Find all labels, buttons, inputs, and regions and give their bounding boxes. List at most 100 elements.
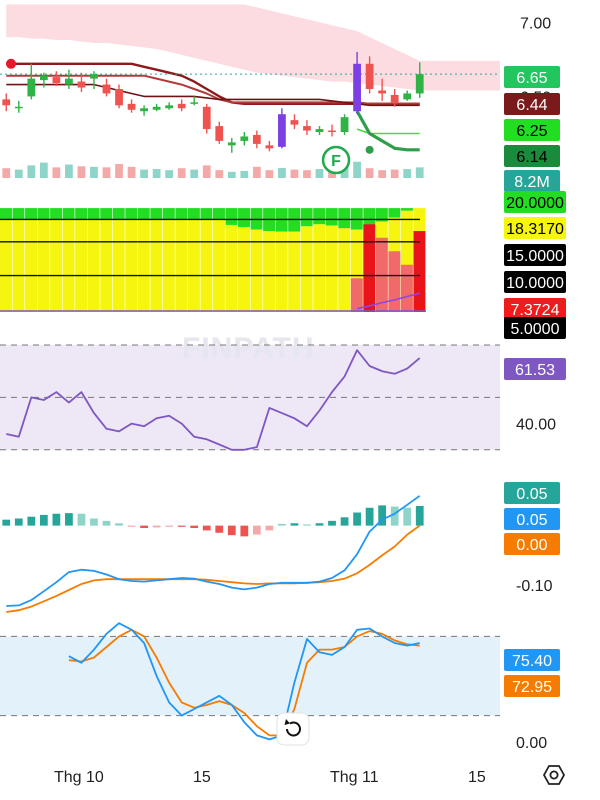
band-green-segment: [75, 208, 88, 220]
event-marker-label: F: [331, 153, 341, 170]
stochastic-axis-tick: 0.00: [516, 735, 547, 752]
band-green-segment: [37, 208, 50, 220]
macd-histogram-bar: [403, 507, 412, 526]
candle-body: [140, 108, 148, 112]
price-badge-bg: [504, 119, 560, 141]
band-yellow-segment: [238, 226, 250, 312]
candle-body: [90, 74, 98, 79]
event-marker-circle[interactable]: [321, 145, 351, 175]
macd-panel[interactable]: [2, 495, 424, 613]
gear-hexagon-icon[interactable]: [542, 765, 566, 785]
macd-histogram-bar: [252, 525, 261, 535]
volume-bar: [240, 171, 249, 178]
candle: [353, 51, 361, 115]
price-badge: 6.25: [504, 119, 560, 141]
price-badge-bg: [504, 358, 566, 380]
macd-histogram-bar: [27, 516, 36, 526]
macd-histogram-bar: [177, 525, 186, 527]
candle-body: [390, 94, 399, 103]
candle-body: [252, 134, 261, 144]
price-badge-label: 20.0000: [506, 195, 564, 212]
band-yellow-segment: [25, 219, 37, 312]
time-tick-label: 15: [193, 769, 211, 786]
band-yellow-segment: [400, 210, 413, 312]
price-panel[interactable]: F: [0, 4, 500, 178]
volume-bar: [165, 170, 174, 178]
macd-line: [6, 495, 421, 607]
band-green-segment: [300, 208, 313, 227]
band-yellow-segment: [325, 225, 338, 312]
macd-histogram-bar: [278, 523, 286, 526]
price-badge-label: 6.25: [516, 123, 547, 140]
band-green-segment: [338, 208, 351, 229]
reset-button-bg[interactable]: [276, 712, 310, 746]
price-badge-bg: [504, 244, 566, 266]
candle: [390, 89, 399, 107]
volume-bar: [227, 171, 236, 178]
price-badge-bg: [504, 191, 566, 213]
price-badge: 6.65: [504, 66, 560, 88]
price-badge: 20.0000: [504, 191, 566, 213]
candle: [240, 132, 249, 146]
price-badge: 72.95: [504, 675, 560, 697]
price-badge-label: 0.00: [516, 537, 547, 554]
reset-chart-button[interactable]: [276, 712, 310, 746]
macd-histogram-bar: [328, 520, 336, 526]
candle: [127, 99, 136, 113]
price-axis-tick: 7.00: [520, 15, 551, 32]
band-yellow-segment: [125, 219, 138, 312]
candle: [403, 90, 412, 101]
band-green-segment: [25, 208, 37, 220]
candle: [315, 126, 324, 135]
band-yellow-segment: [275, 231, 288, 312]
volume-bar: [52, 167, 61, 178]
candle: [152, 103, 161, 112]
stochastic-d-line: [68, 628, 420, 737]
price-badge: 0.05: [504, 482, 560, 504]
rsi-panel[interactable]: [0, 344, 500, 451]
band-yellow-segment: [137, 219, 150, 312]
stochastic-band: [0, 636, 500, 716]
candle-body: [365, 63, 374, 89]
band-yellow-segment: [200, 219, 213, 312]
price-badge-label: 5.0000: [511, 321, 560, 338]
candle: [415, 62, 424, 98]
price-badge-bg: [504, 170, 560, 192]
trend-line-maroon: [6, 83, 420, 107]
settings-button[interactable]: [542, 765, 566, 785]
band-indicator-panel[interactable]: [0, 208, 426, 312]
band-green-segment: [213, 208, 225, 220]
stochastic-panel[interactable]: [0, 622, 500, 741]
candle-body: [165, 105, 174, 109]
band-red-segment: [363, 224, 376, 312]
candle: [365, 56, 374, 94]
price-badge-bg: [504, 271, 566, 293]
band-green-segment: [125, 208, 138, 220]
band-green-segment: [12, 208, 25, 220]
price-badge: 75.40: [504, 649, 560, 671]
watermark-text: FINPATH: [182, 332, 315, 365]
macd-histogram-bar: [52, 513, 61, 526]
candle: [215, 121, 224, 144]
candle: [65, 69, 73, 89]
time-tick-label: Thg 10: [54, 769, 104, 786]
macd-histogram-bar: [65, 513, 73, 526]
volume-bar: [303, 170, 311, 178]
price-badge-bg: [504, 317, 566, 339]
band-yellow-segment: [62, 219, 75, 312]
volume-bar: [115, 164, 123, 178]
candle-body: [303, 126, 311, 131]
volume-bar: [90, 166, 98, 178]
macd-histogram-bar: [240, 525, 249, 537]
price-badge-label: 7.3724: [511, 302, 560, 319]
candle-body: [115, 89, 123, 106]
price-badge: 0.05: [504, 508, 560, 530]
band-green-segment: [0, 208, 12, 220]
candle: [278, 108, 286, 149]
volume-bar: [202, 165, 211, 178]
candle: [27, 63, 36, 100]
band-green-segment: [162, 208, 175, 220]
band-yellow-segment: [338, 228, 351, 312]
band-green-segment: [375, 208, 388, 222]
